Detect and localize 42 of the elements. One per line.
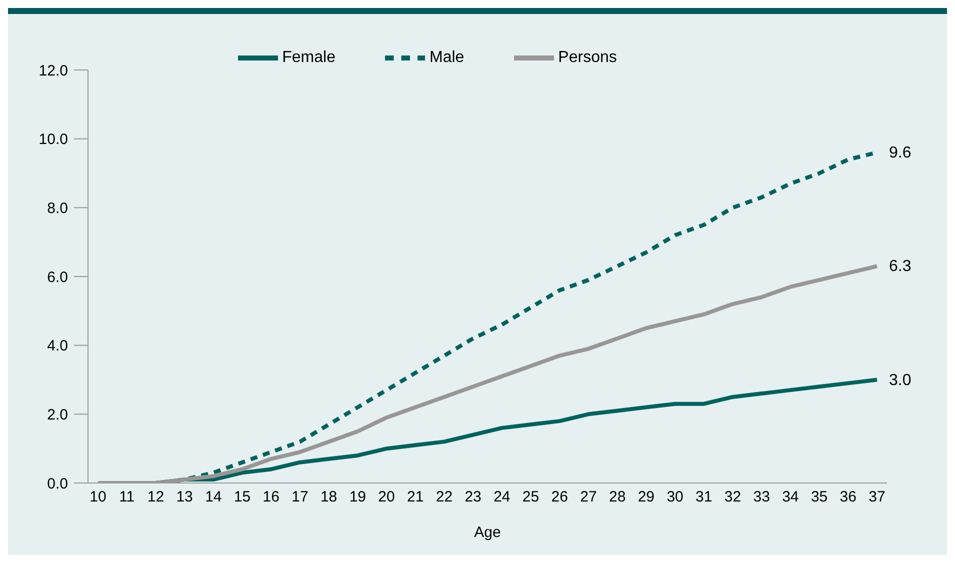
- legend-label: Female: [282, 49, 336, 66]
- x-tick-label: 32: [724, 488, 742, 506]
- data-label: 9.6: [889, 144, 912, 162]
- x-tick-label: 18: [320, 488, 338, 506]
- x-tick-label: 16: [262, 488, 280, 506]
- x-tick-label: 37: [868, 488, 886, 506]
- x-tick-label: 21: [407, 488, 424, 506]
- data-label: 6.3: [889, 258, 912, 276]
- x-tick-label: 34: [782, 488, 799, 506]
- x-tick-label: 13: [176, 488, 193, 506]
- x-tick-label: 12: [147, 488, 164, 506]
- data-label: 3.0: [889, 372, 912, 389]
- x-tick-label: 30: [666, 488, 684, 506]
- x-tick-label: 14: [205, 488, 222, 506]
- y-tick-label: 0.0: [47, 475, 68, 492]
- x-tick-label: 10: [90, 488, 106, 506]
- x-tick-label: 11: [119, 488, 135, 506]
- y-tick-label: 12.0: [38, 62, 68, 80]
- x-tick-label: 35: [810, 488, 828, 506]
- x-tick-label: 31: [696, 488, 712, 506]
- x-axis-title: Age: [474, 524, 501, 541]
- x-tick-label: 28: [608, 488, 626, 506]
- x-tick-label: 24: [494, 488, 510, 506]
- x-tick-label: 22: [436, 488, 453, 506]
- legend-label: Male: [429, 49, 464, 66]
- x-tick-label: 33: [753, 488, 770, 506]
- y-tick-label: 10.0: [38, 131, 68, 148]
- x-tick-label: 20: [378, 488, 395, 506]
- y-tick-label: 4.0: [47, 338, 68, 355]
- legend-label: Persons: [558, 49, 617, 66]
- y-tick-label: 6.0: [47, 268, 68, 286]
- x-tick-label: 36: [840, 488, 856, 506]
- x-tick-label: 25: [522, 488, 540, 506]
- x-tick-label: 23: [464, 488, 482, 506]
- x-tick-label: 17: [292, 488, 308, 506]
- x-tick-label: 15: [234, 488, 251, 506]
- x-tick-label: 19: [349, 488, 366, 506]
- y-tick-label: 8.0: [47, 200, 68, 217]
- x-tick-label: 26: [551, 488, 568, 506]
- y-tick-label: 2.0: [47, 406, 68, 424]
- x-tick-label: 27: [580, 488, 597, 506]
- x-tick-label: 29: [638, 488, 655, 506]
